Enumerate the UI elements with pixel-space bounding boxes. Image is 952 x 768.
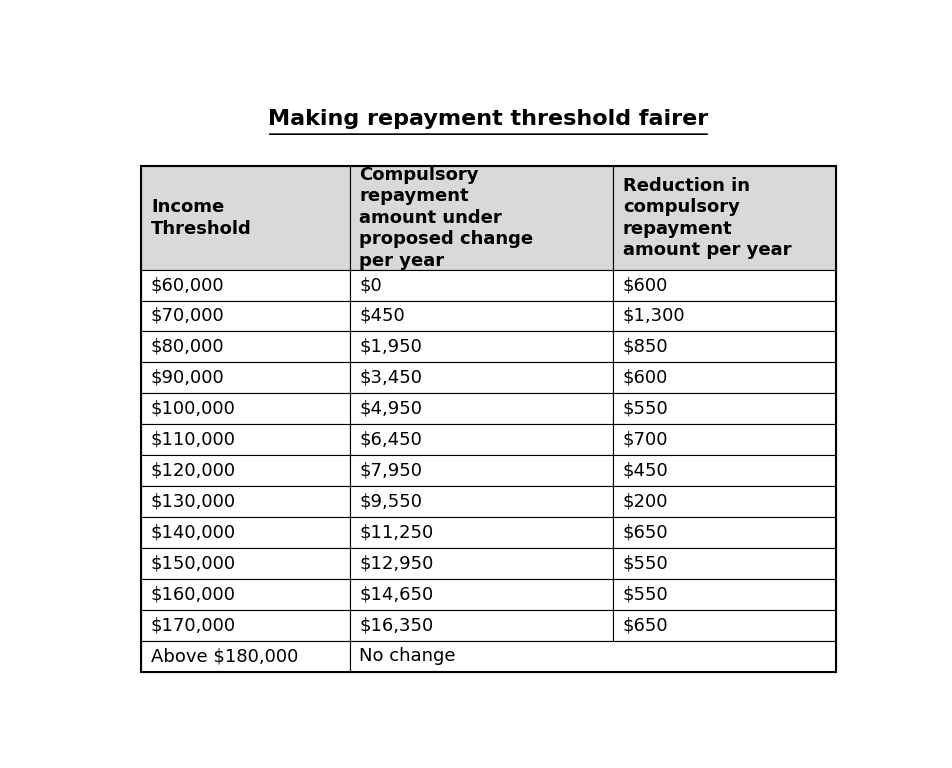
Text: $70,000: $70,000 [150,307,225,325]
Bar [141,166,349,270]
Text: $550: $550 [623,554,668,572]
Bar [141,641,349,672]
Text: $130,000: $130,000 [150,492,236,511]
Text: $850: $850 [623,338,668,356]
Bar [613,166,835,270]
Text: $6,450: $6,450 [359,431,422,449]
Text: $600: $600 [623,276,667,294]
Bar [141,579,349,610]
Text: $450: $450 [359,307,405,325]
Bar [141,393,349,424]
Text: $3,450: $3,450 [359,369,422,387]
Text: Above $180,000: Above $180,000 [150,647,298,665]
Bar [141,270,349,300]
Bar [141,548,349,579]
Text: $60,000: $60,000 [150,276,225,294]
Text: $1,950: $1,950 [359,338,422,356]
Bar [141,362,349,393]
Text: $600: $600 [623,369,667,387]
Bar [141,486,349,517]
Text: $11,250: $11,250 [359,524,433,541]
Bar [349,424,613,455]
Bar [613,362,835,393]
Bar [349,300,613,332]
Bar [141,517,349,548]
Bar [349,486,613,517]
Bar [349,517,613,548]
Bar [349,362,613,393]
Text: Reduction in
compulsory
repayment
amount per year: Reduction in compulsory repayment amount… [623,177,791,259]
Text: Income
Threshold: Income Threshold [150,198,251,237]
Text: $0: $0 [359,276,382,294]
Bar [613,300,835,332]
Bar [349,610,613,641]
Text: $700: $700 [623,431,667,449]
Bar [613,579,835,610]
Text: Making repayment threshold fairer: Making repayment threshold fairer [268,109,707,129]
Bar [141,610,349,641]
Text: $9,550: $9,550 [359,492,422,511]
Bar [613,424,835,455]
Text: $200: $200 [623,492,667,511]
Bar [141,424,349,455]
Bar [613,332,835,362]
Bar [349,332,613,362]
Bar [613,517,835,548]
Bar [613,610,835,641]
Text: Compulsory
repayment
amount under
proposed change
per year: Compulsory repayment amount under propos… [359,166,533,270]
Bar [613,393,835,424]
Text: $450: $450 [623,462,668,480]
Bar [613,486,835,517]
Bar [349,548,613,579]
Text: $160,000: $160,000 [150,585,236,604]
Bar [141,166,835,672]
Text: No change: No change [359,647,455,665]
Text: $16,350: $16,350 [359,616,433,634]
Bar [141,332,349,362]
Text: $150,000: $150,000 [150,554,236,572]
Text: $170,000: $170,000 [150,616,236,634]
Bar [349,270,613,300]
Bar [141,300,349,332]
Bar [349,455,613,486]
Text: $100,000: $100,000 [150,400,235,418]
Text: $14,650: $14,650 [359,585,433,604]
Text: $550: $550 [623,585,668,604]
Text: $110,000: $110,000 [150,431,236,449]
Text: $90,000: $90,000 [150,369,225,387]
Text: $12,950: $12,950 [359,554,433,572]
Bar [349,641,835,672]
Text: $650: $650 [623,524,668,541]
Bar [613,455,835,486]
Bar [349,166,613,270]
Text: $140,000: $140,000 [150,524,236,541]
Bar [349,393,613,424]
Bar [141,455,349,486]
Text: $650: $650 [623,616,668,634]
Bar [349,579,613,610]
Text: $80,000: $80,000 [150,338,225,356]
Text: $4,950: $4,950 [359,400,422,418]
Text: $120,000: $120,000 [150,462,236,480]
Text: $1,300: $1,300 [623,307,684,325]
Bar [613,548,835,579]
Bar [613,270,835,300]
Text: $7,950: $7,950 [359,462,422,480]
Text: $550: $550 [623,400,668,418]
